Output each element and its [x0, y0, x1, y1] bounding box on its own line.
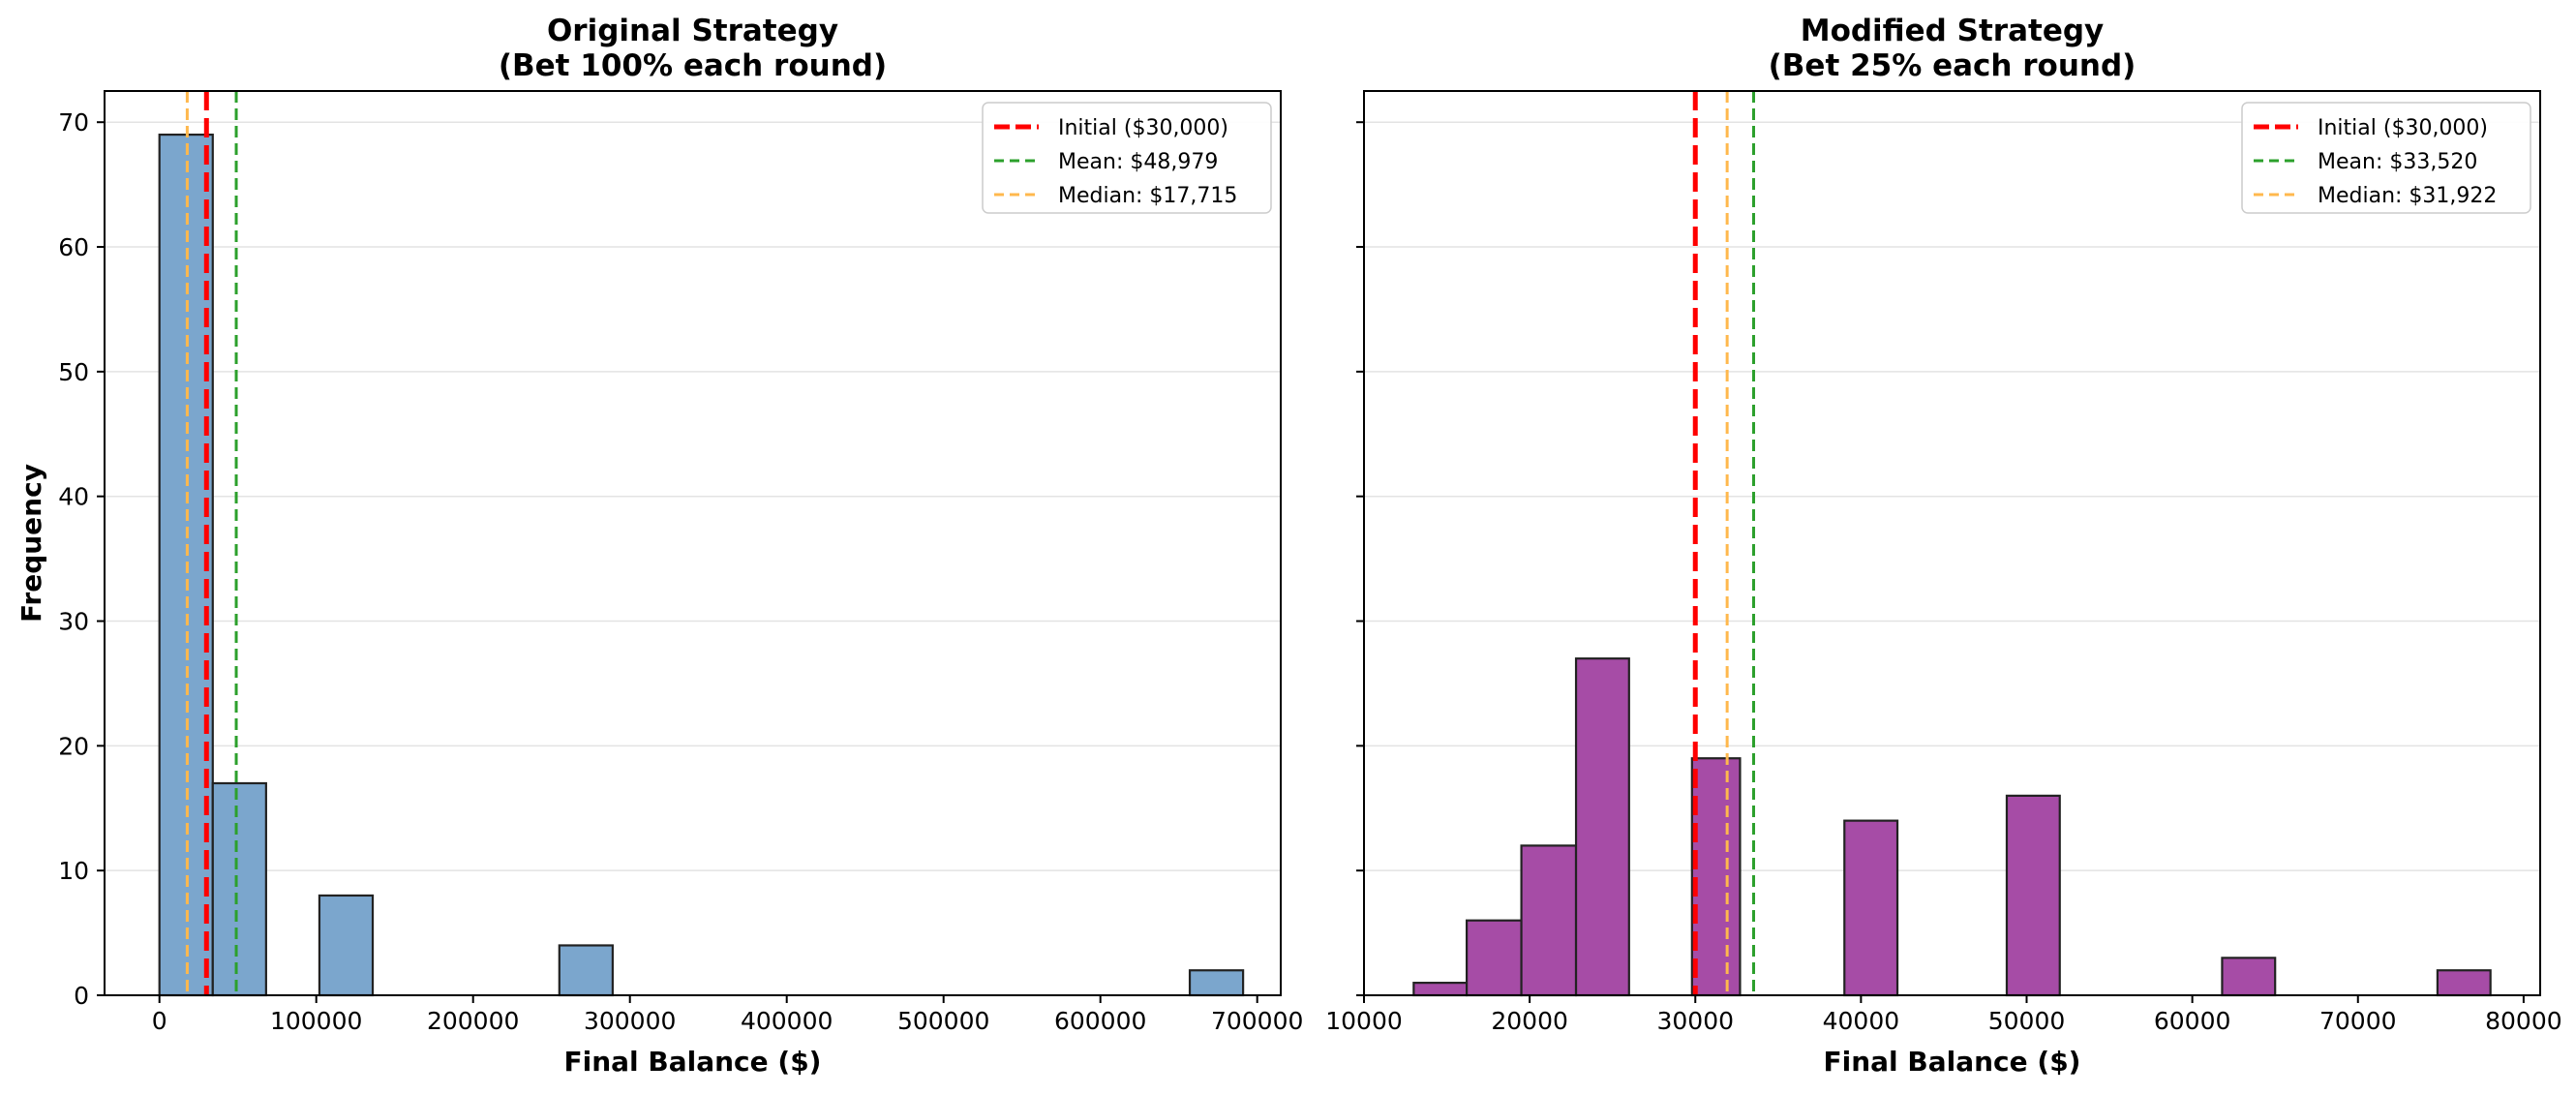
- modified-plot-frame: [1363, 90, 2541, 996]
- modified-x-tick-label: 60000: [2154, 1007, 2231, 1035]
- original-strategy-chart: 0 100000 200000 300000 400000 500000 600000 700…: [15, 14, 1303, 1078]
- original-y-axis-label: Frequency: [15, 464, 47, 623]
- modified-legend-box: [2241, 102, 2531, 214]
- modified-histogram-bar: [1520, 844, 1578, 997]
- original-legend-label: Initial ($30,000): [1058, 116, 1228, 140]
- modified-histogram-bar: [1574, 657, 1630, 997]
- modified-x-tick-label: 80000: [2485, 1007, 2562, 1035]
- original-y-tick-label: 20: [58, 732, 89, 760]
- modified-x-tick-label: 10000: [1325, 1007, 1403, 1035]
- original-legend: Initial ($30,000) Mean: $48,979 Median: $1…: [982, 102, 1272, 214]
- original-chart-title-line-2: (Bet 100% each round): [499, 48, 887, 83]
- original-histogram-bar: [318, 894, 375, 997]
- modified-histogram-bar: [1465, 919, 1523, 997]
- modified-legend-label: Median: $31,922: [2318, 184, 2497, 208]
- modified-x-axis-label: Final Balance ($): [1824, 1046, 2081, 1078]
- original-legend-label: Median: $17,715: [1058, 184, 1237, 208]
- modified-histogram-bar: [1843, 819, 1899, 997]
- original-histogram-bar: [211, 781, 267, 997]
- modified-histogram-bar: [2436, 969, 2492, 997]
- modified-x-tick-label: 30000: [1656, 1007, 1734, 1035]
- original-x-tick-label: 600000: [1054, 1007, 1146, 1035]
- modified-x-tick-label: 20000: [1491, 1007, 1568, 1035]
- original-x-tick-label: 0: [152, 1007, 167, 1035]
- modified-legend: Initial ($30,000) Mean: $33,520 Median: $3…: [2241, 102, 2531, 214]
- modified-legend-label: Initial ($30,000): [2318, 116, 2488, 140]
- modified-x-tick-label: 70000: [2319, 1007, 2397, 1035]
- original-y-tick-label: 60: [58, 233, 89, 261]
- original-legend-box: [982, 102, 1272, 214]
- original-x-tick-label: 100000: [270, 1007, 362, 1035]
- modified-histogram-bar: [1690, 757, 1742, 997]
- original-x-tick-label: 400000: [741, 1007, 833, 1035]
- original-x-tick-label: 300000: [584, 1007, 676, 1035]
- original-x-tick-label: 700000: [1211, 1007, 1303, 1035]
- modified-histogram-bar: [1412, 982, 1469, 997]
- original-y-tick-label: 40: [58, 483, 89, 511]
- original-chart-title-line-1: Original Strategy: [547, 14, 838, 48]
- original-legend-label: Mean: $48,979: [1058, 150, 1218, 174]
- original-y-tick-label: 0: [74, 982, 89, 1010]
- modified-chart-title-line-1: Modified Strategy: [1801, 14, 2105, 48]
- original-x-tick-label: 200000: [427, 1007, 519, 1035]
- modified-x-tick-label: 50000: [1988, 1007, 2066, 1035]
- original-y-tick-label: 30: [58, 608, 89, 636]
- modified-histogram-bar: [2221, 957, 2277, 997]
- modified-x-tick-label: 40000: [1823, 1007, 1900, 1035]
- modified-chart-title-line-2: (Bet 25% each round): [1769, 48, 2137, 83]
- original-plot-frame: [104, 90, 1282, 996]
- original-y-tick-label: 50: [58, 358, 89, 386]
- original-x-axis-label: Final Balance ($): [564, 1046, 822, 1078]
- modified-strategy-chart: 10000 20000 30000 40000 50000 60000 70000 80000…: [1325, 14, 2561, 1078]
- original-x-tick-label: 500000: [897, 1007, 989, 1035]
- modified-legend-label: Mean: $33,520: [2318, 150, 2477, 174]
- original-y-tick-label: 10: [58, 857, 89, 885]
- modified-histogram-bar: [2005, 794, 2061, 997]
- original-histogram-bar: [558, 944, 614, 997]
- original-y-tick-label: 70: [58, 108, 89, 137]
- original-histogram-bar: [1188, 969, 1245, 997]
